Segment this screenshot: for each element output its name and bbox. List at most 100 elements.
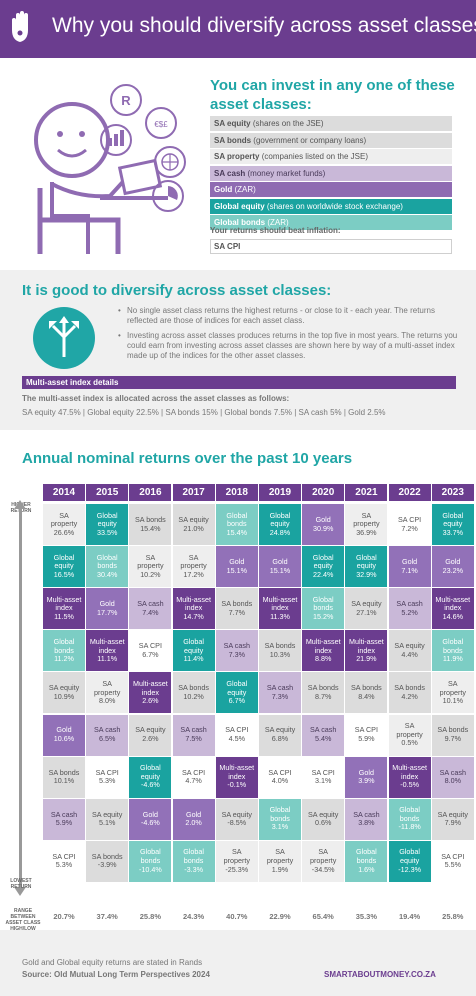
return-cell: SA bonds -3.9% (86, 840, 129, 882)
cell-asset-name: Multi-asset index (305, 636, 341, 655)
range-value: 37.4% (96, 912, 118, 921)
cell-asset-name: SA CPI (225, 725, 249, 735)
cell-return-value: 5.9% (358, 734, 375, 743)
return-cell: SA property 1.9% (259, 840, 301, 882)
cell-asset-name: SA cash (94, 725, 121, 735)
person-at-laptop-illustration: R €$£ (34, 84, 186, 254)
return-cell: SA cash 5.2% (388, 588, 431, 630)
asset-classes-section: R €$£ You can invest in any one of these… (0, 58, 476, 270)
asset-desc: (shares on worldwide stock exchange) (266, 201, 403, 211)
return-cell: SA cash 5.4% (302, 714, 345, 756)
cell-return-value: 2.6% (142, 696, 159, 706)
cell-return-value: 14.7% (183, 611, 204, 621)
cell-asset-name: Gold (142, 809, 158, 819)
return-cell: SA equity 6.8% (259, 714, 301, 756)
return-cell: Global equity 24.8% (259, 504, 301, 545)
cell-return-value: 10.2% (183, 691, 204, 701)
return-cell: Global equity 22.4% (302, 546, 345, 588)
cell-return-value: 7.2% (401, 523, 418, 533)
cell-return-value: 32.9% (356, 569, 377, 579)
asset-desc: (companies listed on the JSE) (261, 152, 369, 161)
cell-return-value: -11.8% (398, 822, 421, 832)
cell-asset-name: SA property (94, 679, 121, 697)
return-cell: Gold 15.1% (215, 546, 258, 588)
footer-url[interactable]: SMARTABOUTMONEY.CO.ZA (324, 970, 436, 979)
sa-cpi-box: SA CPI (210, 239, 452, 254)
year-header: 2014 (43, 484, 85, 501)
cell-asset-name: SA CPI (52, 851, 76, 861)
cell-return-value: -0.5% (400, 780, 419, 790)
asset-class-list: SA equity (shares on the JSE) SA bonds (… (210, 116, 452, 232)
cell-return-value: 7.9% (444, 818, 461, 828)
diversify-section: It is good to diversify across asset cla… (0, 270, 476, 430)
return-cell: SA cash 7.3% (215, 630, 258, 672)
return-cell: Global bonds -10.4% (129, 840, 172, 882)
cell-asset-name: SA CPI (354, 725, 378, 735)
cell-asset-name: SA equity (351, 599, 382, 609)
cell-asset-name: SA bonds (437, 725, 469, 735)
cell-asset-name: SA cash (180, 725, 207, 735)
year-header: 2017 (172, 484, 215, 501)
cell-return-value: 10.1% (53, 776, 75, 786)
cell-return-value: 11.4% (183, 654, 204, 664)
cell-asset-name: SA equity (178, 514, 209, 524)
cell-return-value: 11.3% (270, 611, 290, 621)
cell-return-value: -34.5% (311, 864, 335, 874)
cell-return-value: 15.2% (312, 611, 334, 621)
cell-asset-name: Global bonds (183, 847, 204, 865)
cell-asset-name: SA property (180, 552, 207, 571)
return-cell: SA CPI 4.7% (172, 756, 215, 798)
cell-asset-name: Global equity (356, 552, 377, 571)
cell-return-value: 6.5% (98, 734, 116, 743)
allocation-breakdown: SA equity 47.5% | Global equity 22.5% | … (22, 408, 386, 417)
return-cell: Global bonds -11.8% (388, 798, 431, 840)
cell-asset-name: Global equity (312, 552, 334, 571)
return-cell: Global bonds -3.3% (172, 840, 215, 882)
asset-row: Global bonds (ZAR) (210, 215, 452, 230)
year-header: 2020 (302, 484, 345, 501)
return-cell: Global equity -12.3% (388, 840, 431, 882)
cell-return-value: 15.1% (269, 565, 291, 575)
cell-return-value: 5.4% (314, 734, 332, 743)
cell-return-value: 17.7% (96, 607, 118, 617)
cell-asset-name: Gold (358, 767, 374, 777)
cell-asset-name: SA CPI (268, 767, 292, 777)
cell-asset-name: Gold (99, 599, 115, 609)
cell-return-value: 22.4% (312, 569, 334, 579)
range-value: 25.8% (139, 912, 162, 921)
cell-return-value: 7.7% (228, 607, 245, 617)
cell-return-value: 9.7% (444, 734, 461, 743)
return-cell: Global bonds 3.1% (259, 798, 301, 840)
cell-return-value: 5.3% (98, 776, 116, 786)
cell-return-value: 24.8% (269, 527, 291, 537)
cell-asset-name: SA property (439, 679, 466, 697)
cell-return-value: 27.1% (356, 607, 377, 617)
asset-row: SA equity (shares on the JSE) (210, 116, 452, 131)
arrow-up-icon (14, 500, 26, 509)
return-cell: SA equity 4.4% (388, 630, 431, 672)
cell-asset-name: Global equity (140, 763, 161, 781)
return-cell: SA equity 27.1% (345, 588, 388, 630)
cell-return-value: 15.4% (140, 523, 161, 533)
return-cell: SA property 10.2% (129, 546, 172, 588)
return-cell: Global bonds 30.4% (86, 546, 129, 588)
cell-asset-name: Global equity (96, 510, 118, 529)
cell-asset-name: Multi-asset index (89, 636, 125, 655)
return-cell: Multi-asset index 2.6% (129, 672, 172, 714)
cell-return-value: 6.7% (142, 649, 159, 659)
return-cell: SA bonds 15.4% (129, 504, 172, 545)
range-value: 22.9% (269, 912, 291, 921)
cell-asset-name: SA bonds (264, 641, 296, 651)
cell-return-value: 10.1% (442, 696, 463, 706)
cell-asset-name: Gold (272, 557, 288, 566)
cell-return-value: 30.4% (96, 569, 118, 579)
cell-return-value: 30.9% (312, 523, 334, 533)
cell-return-value: 11.1% (97, 654, 118, 664)
cell-asset-name: SA equity (92, 809, 123, 819)
cell-asset-name: Global equity (442, 510, 464, 529)
cell-asset-name: Global bonds (442, 636, 464, 655)
asset-row: SA bonds (government or company loans) (210, 132, 452, 148)
cell-asset-name: Global bonds (356, 847, 377, 865)
return-cell: Multi-asset index 8.8% (302, 630, 345, 672)
asset-row: SA cash (money market funds) (210, 165, 452, 181)
